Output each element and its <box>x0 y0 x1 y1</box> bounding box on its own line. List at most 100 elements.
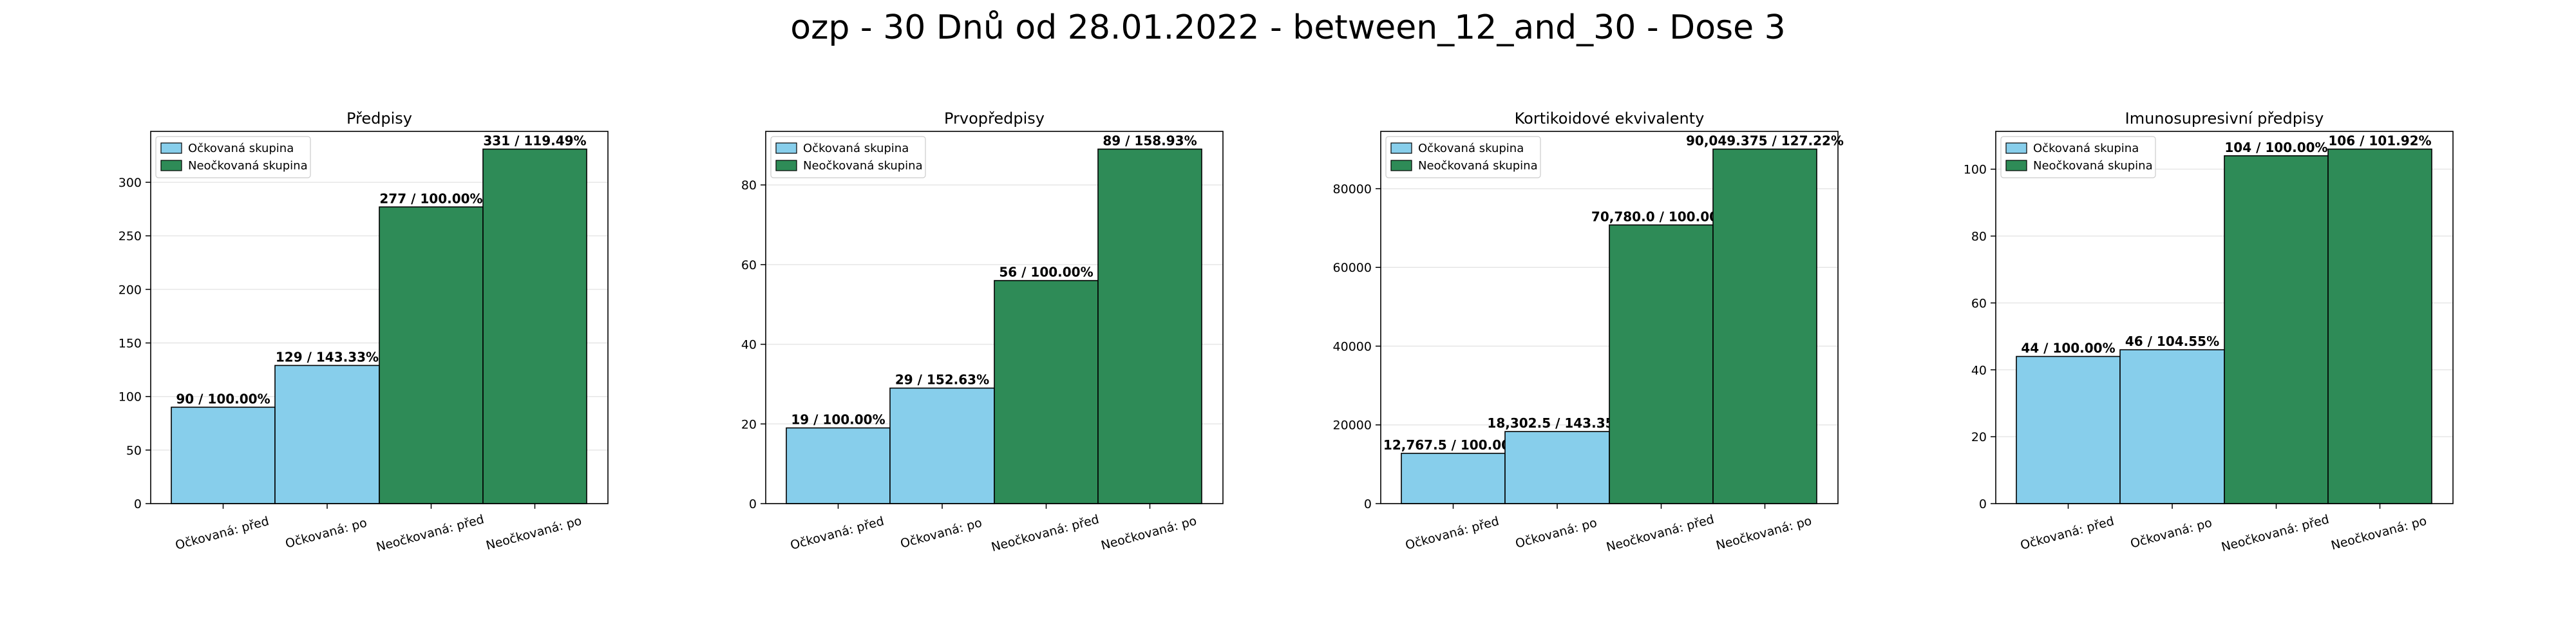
legend-swatch <box>775 160 797 171</box>
data-label: 90,049.375 / 127.22% <box>1686 133 1844 149</box>
legend-label: Neočkovaná skupina <box>188 159 308 173</box>
y-tick-label: 100 <box>1964 163 1987 177</box>
x-tick-label: Očkovaná: před <box>174 514 270 553</box>
legend-label: Neočkovaná skupina <box>1418 159 1538 173</box>
legend-swatch <box>2005 160 2027 171</box>
y-tick-label: 200 <box>118 283 142 297</box>
legend-label: Očkovaná skupina <box>1418 142 1524 155</box>
y-tick-label: 80 <box>741 178 757 193</box>
x-tick-label: Neočkovaná: před <box>990 512 1101 554</box>
chart-title: Prvopředpisy <box>944 109 1045 128</box>
y-tick-label: 80000 <box>1333 182 1372 196</box>
x-tick-label: Očkovaná: před <box>1404 514 1501 553</box>
data-label: 12,767.5 / 100.00% <box>1383 437 1523 453</box>
y-tick-label: 60 <box>741 258 757 272</box>
bar <box>2224 155 2329 504</box>
legend-box <box>1385 136 1541 178</box>
bar <box>171 406 276 504</box>
y-tick-label: 80 <box>1971 230 1987 244</box>
y-tick-label: 40 <box>741 338 757 352</box>
chart-title: Předpisy <box>346 109 412 128</box>
legend-label: Neočkovaná skupina <box>803 159 923 173</box>
legend-label: Očkovaná skupina <box>2033 142 2139 155</box>
y-tick-label: 0 <box>134 497 142 511</box>
legend: Očkovaná skupina Neočkovaná skupina <box>1385 136 1541 178</box>
legend-swatch <box>1390 142 1412 154</box>
y-tick-label: 20000 <box>1333 419 1372 433</box>
legend-box <box>2000 136 2156 178</box>
chart-panel: Imunosupresivní předpisy 0 20 40 60 80 100 44 /… <box>1964 109 2454 554</box>
legend-swatch <box>2005 142 2027 154</box>
data-label: 19 / 100.00% <box>791 412 885 427</box>
legend-swatch <box>1390 160 1412 171</box>
x-tick-label: Neočkovaná: před <box>1605 512 1716 554</box>
figure-title: ozp - 30 Dnů od 28.01.2022 - between_12_… <box>790 8 1785 47</box>
data-label: 277 / 100.00% <box>379 191 482 206</box>
y-tick-label: 0 <box>1979 497 1987 511</box>
legend-label: Očkovaná skupina <box>188 142 294 155</box>
y-tick-label: 100 <box>118 390 142 404</box>
x-tick-label: Neočkovaná: po <box>1714 514 1813 553</box>
legend: Očkovaná skupina Neočkovaná skupina <box>2000 136 2156 178</box>
bar <box>889 387 995 504</box>
legend: Očkovaná skupina Neočkovaná skupina <box>770 136 926 178</box>
bar <box>2327 148 2432 504</box>
y-tick-label: 0 <box>1364 497 1372 511</box>
axes-frame <box>150 131 609 504</box>
x-tick-label: Neočkovaná: před <box>375 512 486 554</box>
data-label: 106 / 101.92% <box>2328 133 2431 149</box>
y-tick-label: 0 <box>749 497 757 511</box>
x-tick-label: Očkovaná: po <box>284 516 368 551</box>
y-tick-label: 60 <box>1971 296 1987 310</box>
x-tick-label: Neočkovaná: před <box>2220 512 2331 554</box>
legend-swatch <box>160 160 182 171</box>
x-tick-label: Neočkovaná: po <box>1099 514 1198 553</box>
legend-box <box>770 136 926 178</box>
legend: Očkovaná skupina Neočkovaná skupina <box>155 136 311 178</box>
chart-panel: Předpisy 0 50 100 150 200 250 300 90 / 100.00% 12… <box>118 109 609 554</box>
legend-box <box>155 136 311 178</box>
legend-swatch <box>160 142 182 154</box>
legend-label: Neočkovaná skupina <box>2033 159 2153 173</box>
bar <box>1504 431 1610 504</box>
y-tick-label: 20 <box>1971 430 1987 444</box>
data-label: 29 / 152.63% <box>895 372 989 388</box>
y-tick-label: 60000 <box>1333 261 1372 275</box>
legend-swatch <box>775 142 797 154</box>
bar <box>786 427 891 504</box>
data-label: 56 / 100.00% <box>999 265 1093 280</box>
data-label: 46 / 104.55% <box>2125 334 2219 349</box>
x-tick-label: Očkovaná: po <box>899 516 983 551</box>
bar <box>482 148 587 504</box>
y-tick-label: 40000 <box>1333 339 1372 354</box>
x-tick-label: Neočkovaná: po <box>484 514 583 553</box>
axes-frame <box>1995 131 2454 504</box>
y-tick-label: 150 <box>118 337 142 351</box>
data-label: 44 / 100.00% <box>2021 341 2115 356</box>
chart-title: Imunosupresivní předpisy <box>2125 109 2324 128</box>
x-tick-label: Očkovaná: po <box>1514 516 1598 551</box>
y-tick-label: 20 <box>741 417 757 431</box>
data-label: 331 / 119.49% <box>483 133 586 149</box>
chart-title: Kortikoidové ekvivalenty <box>1515 109 1705 128</box>
bar <box>2016 355 2121 504</box>
bar <box>1712 148 1817 504</box>
chart-panel: Kortikoidové ekvivalenty 0 20000 40000 60000… <box>1333 109 1844 554</box>
chart-panel: Prvopředpisy 0 20 40 60 80 19 / 100.00% 29 / 15… <box>741 109 1224 554</box>
legend-label: Očkovaná skupina <box>803 142 909 155</box>
axes-frame <box>765 131 1224 504</box>
data-label: 18,302.5 / 143.35% <box>1487 415 1627 431</box>
data-label: 70,780.0 / 100.00% <box>1591 209 1731 224</box>
bar <box>1097 148 1202 504</box>
x-tick-label: Očkovaná: před <box>789 514 886 553</box>
y-tick-label: 300 <box>118 176 142 190</box>
data-label: 90 / 100.00% <box>176 391 270 406</box>
data-label: 89 / 158.93% <box>1103 133 1197 149</box>
x-tick-label: Očkovaná: po <box>2129 516 2213 551</box>
x-tick-label: Neočkovaná: po <box>2329 514 2428 553</box>
y-tick-label: 250 <box>118 229 142 243</box>
x-tick-label: Očkovaná: před <box>2019 514 2116 553</box>
bar <box>2119 349 2225 504</box>
